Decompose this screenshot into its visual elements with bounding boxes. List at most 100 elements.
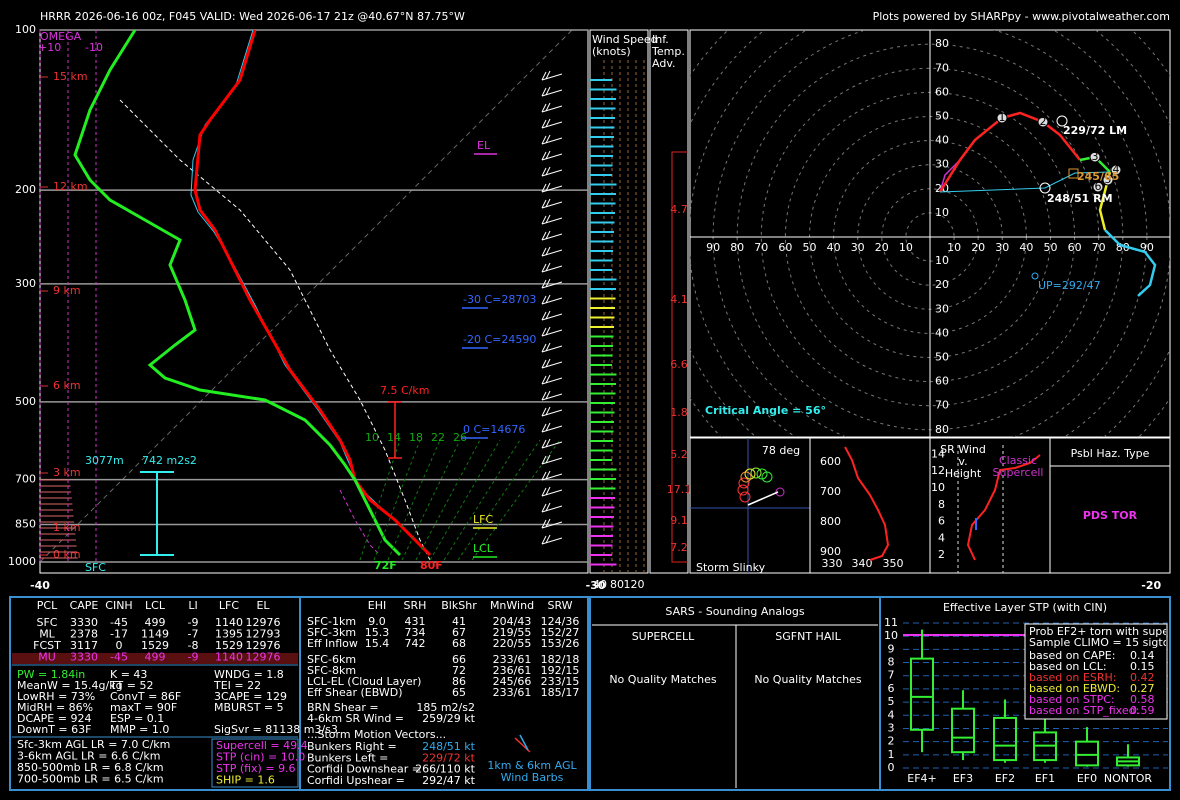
table-cell: 41 xyxy=(452,615,466,628)
wind-barb xyxy=(541,105,563,113)
ring-label: 20 xyxy=(875,241,889,254)
ring-label: 90 xyxy=(706,241,720,254)
lcl-label: LCL xyxy=(473,542,494,555)
stp-tick: 10 xyxy=(884,629,898,642)
wind-barb xyxy=(541,455,547,465)
stp-tick: 11 xyxy=(884,616,898,629)
ring-label: 70 xyxy=(1092,241,1106,254)
table-header: SRH xyxy=(404,599,427,612)
legend-title: Prob EF2+ torn with superce xyxy=(1029,625,1180,638)
sr-note: Classic xyxy=(999,454,1037,467)
wind-barb xyxy=(541,87,547,97)
index: MeanW = 15.4g/kg xyxy=(17,679,123,692)
ring-label: 30 xyxy=(995,241,1009,254)
mixing-label: 10 xyxy=(365,431,379,444)
ring-label: 70 xyxy=(754,241,768,254)
slinky-title: Storm Slinky xyxy=(696,561,766,574)
box xyxy=(910,657,934,731)
x-tick-label: -30 xyxy=(586,579,606,592)
stp-tick: 2 xyxy=(888,735,895,748)
index: ConvT = 86F xyxy=(110,690,181,703)
hodo-height-label: 3 xyxy=(1092,150,1099,163)
wind-barb xyxy=(545,502,551,512)
ring-label: 40 xyxy=(935,326,949,339)
ring-label: 40 xyxy=(935,134,949,147)
wind-barb xyxy=(541,391,547,401)
stp-category: EF4+ xyxy=(907,772,937,785)
sars-subtitle: SUPERCELL xyxy=(632,630,695,643)
barbs-caption: 1km & 6km AGL xyxy=(487,759,577,772)
wind-barb xyxy=(545,246,551,256)
table-cell: 1529 xyxy=(215,639,243,652)
wind-barb xyxy=(541,135,547,145)
sars-title: SARS - Sounding Analogs xyxy=(665,605,804,618)
table-cell: 124/36 xyxy=(541,615,580,628)
slinky-ring xyxy=(738,477,750,489)
ring-label: 20 xyxy=(935,278,949,291)
barbs-caption: Wind Barbs xyxy=(501,771,564,784)
table-cell: 1529 xyxy=(141,639,169,652)
wind-barb xyxy=(541,409,563,417)
mu-highlight xyxy=(12,653,298,664)
omega-label: -10 xyxy=(85,41,103,54)
wind-barb xyxy=(545,326,551,336)
wind-barb xyxy=(545,182,551,192)
table-cell: -45 xyxy=(110,616,128,629)
stp-tick: 9 xyxy=(888,642,895,655)
height-label: 6 km xyxy=(53,379,81,392)
wind-barb xyxy=(545,358,551,368)
wind-barb xyxy=(541,473,563,481)
speed-tick: 120 xyxy=(624,578,645,591)
wind-barb xyxy=(541,247,547,257)
wind-barb xyxy=(541,265,563,273)
wind-barb xyxy=(541,217,563,225)
table-cell: 15.4 xyxy=(365,637,390,650)
wind-barb xyxy=(541,119,547,129)
table-cell: ML xyxy=(39,628,55,641)
table-cell: 9.0 xyxy=(368,615,386,628)
table-cell: 12976 xyxy=(246,639,281,652)
speed-tick: 80 xyxy=(610,578,624,591)
wind-barb xyxy=(541,393,563,401)
wind-barb xyxy=(545,198,551,208)
lapse-rate: 850-500mb LR = 6.8 C/km xyxy=(17,761,164,774)
legend-row: based on LCL: xyxy=(1029,660,1107,673)
ring-label: 40 xyxy=(827,241,841,254)
x-tick-label: -40 xyxy=(30,579,50,592)
slinky-ring xyxy=(744,468,756,480)
wind-barb xyxy=(541,441,563,449)
table-cell: SFC xyxy=(37,616,58,629)
wind-barb xyxy=(541,169,563,177)
ring-label: 40 xyxy=(1019,241,1033,254)
legend-value: 0.58 xyxy=(1130,693,1155,706)
table-cell: 192/15 xyxy=(541,664,580,677)
ring-label: 20 xyxy=(971,241,985,254)
ring-label: 10 xyxy=(935,254,949,267)
wind-barb xyxy=(541,231,547,241)
table-cell: 3117 xyxy=(70,639,98,652)
wind-barb xyxy=(541,89,563,97)
slinky-ring xyxy=(737,484,749,496)
isotherm-height: -30 C=28703 xyxy=(463,293,536,306)
left-mover: 229/72 LM xyxy=(1063,124,1127,137)
stp-category: EF2 xyxy=(995,772,1015,785)
box xyxy=(993,716,1017,762)
stp-tick: 7 xyxy=(888,669,895,682)
wind-barb xyxy=(541,375,547,385)
hodo-9-12km xyxy=(1104,229,1157,297)
table-cell: 742 xyxy=(405,637,426,650)
wind-barb xyxy=(545,214,551,224)
table-header: MnWind xyxy=(490,599,534,612)
table-cell: 245/66 xyxy=(493,675,532,688)
hodo-height-label: 4 xyxy=(1113,163,1120,176)
index: TEI = 22 xyxy=(213,679,261,692)
hodo-height xyxy=(1102,174,1114,186)
y-tick-label: 500 xyxy=(15,395,36,408)
sr-title: Height xyxy=(945,467,982,480)
bunkers-right xyxy=(1039,182,1051,194)
legend-row: based on EBWD: xyxy=(1029,682,1120,695)
upshear xyxy=(1031,272,1039,280)
index: K = 43 xyxy=(110,668,147,681)
wind-barb xyxy=(541,297,563,305)
legend-value: 0.15 xyxy=(1130,660,1155,673)
